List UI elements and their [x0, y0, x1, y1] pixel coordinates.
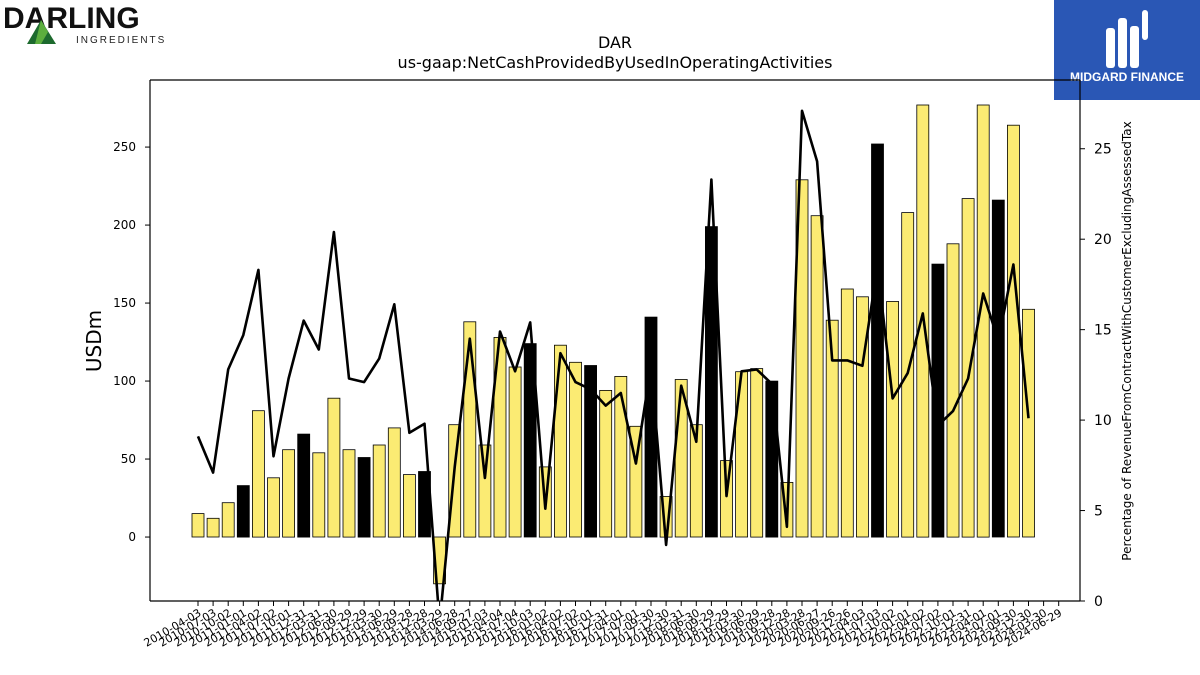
y-tick-label-200: 200	[113, 218, 136, 232]
bar-2020-12-26	[840, 288, 854, 538]
bar-2014-09-27	[463, 321, 477, 538]
bar-2012-03-31	[312, 452, 326, 538]
y-tick-label-150: 150	[113, 296, 136, 310]
bar-2015-01-03	[478, 444, 492, 538]
bar-2013-06-29	[387, 427, 401, 538]
bar-2021-10-02	[886, 301, 899, 538]
bar-2011-10-01	[282, 449, 296, 538]
y-axis-label: USDm	[82, 310, 106, 372]
percentage-line	[196, 109, 1030, 601]
bar-2020-03-28	[795, 179, 809, 538]
bar-2012-09-29	[342, 449, 356, 538]
bar-2013-09-28	[402, 474, 416, 538]
bar-2016-12-31	[599, 389, 613, 538]
logo-left-sub: INGREDIENTS	[76, 35, 166, 46]
bar-2022-07-02	[931, 263, 945, 538]
bar-2023-12-30	[1022, 308, 1035, 538]
bar-2013-03-30	[372, 444, 386, 538]
y2-tick-label-0: 0	[1094, 594, 1103, 610]
bar-2012-12-29	[357, 457, 371, 538]
bar-2016-04-02	[554, 344, 567, 538]
bar-2021-07-03	[871, 143, 884, 538]
bar-2022-12-31	[961, 198, 975, 538]
y2-tick-label-25: 25	[1094, 142, 1112, 158]
bar-2021-04-03	[856, 296, 869, 538]
bar-2022-10-01	[946, 243, 960, 538]
bar-2011-12-31	[297, 433, 311, 538]
bar-2012-06-30	[327, 397, 341, 538]
y2-tick-label-5: 5	[1094, 504, 1103, 520]
y2-tick-label-20: 20	[1094, 232, 1112, 248]
logo-right-text: MIDGARD FINANCE	[1070, 70, 1184, 84]
bar-2010-10-02	[221, 502, 235, 538]
bar-2016-07-02	[569, 361, 582, 538]
darling-ingredients-logo: DARLING INGREDIENTS	[3, 2, 166, 46]
bar-2011-07-02	[267, 477, 280, 538]
midgard-finance-logo: MIDGARD FINANCE	[1054, 0, 1200, 100]
bar-2018-09-29	[705, 226, 718, 538]
bar-2015-07-04	[508, 366, 522, 538]
y-tick-label-0: 0	[128, 530, 136, 544]
y-tick-label-100: 100	[113, 374, 136, 388]
bar-2010-04-03	[191, 513, 205, 538]
bar-group	[191, 104, 1035, 601]
bar-2023-09-30	[1007, 124, 1020, 538]
bar-2019-09-28	[765, 380, 779, 538]
bar-2020-06-27	[810, 215, 824, 538]
y-tick-label-50: 50	[121, 452, 136, 466]
logo-left-text: DARLING	[3, 2, 140, 35]
bar-2020-09-26	[825, 319, 839, 538]
bar-2016-10-01	[584, 365, 597, 538]
chart-title: DAR	[598, 33, 632, 52]
y-tick-label-250: 250	[113, 140, 136, 154]
bar-2011-04-02	[251, 410, 265, 538]
y2-axis-label: Percentage of RevenueFromContractWithCus…	[1120, 121, 1134, 560]
y2-tick-label-15: 15	[1094, 323, 1112, 339]
plot-area: 05010015020025005101520252010-04-032010-…	[113, 79, 1112, 650]
logo-left-triangle-highlight-icon	[35, 20, 48, 44]
midgard-emblem-icon: MIDGARD FINANCE	[1070, 10, 1184, 84]
bar-2010-07-03	[206, 517, 220, 538]
chart-subtitle: us-gaap:NetCashProvidedByUsedInOperating…	[398, 53, 833, 72]
bar-2023-07-01	[991, 199, 1005, 538]
bar-2017-04-01	[614, 375, 628, 538]
bar-2011-01-01	[236, 485, 250, 538]
bar-2019-06-29	[750, 368, 764, 538]
bar-2015-10-03	[523, 343, 537, 538]
y2-tick-label-10: 10	[1094, 413, 1112, 429]
